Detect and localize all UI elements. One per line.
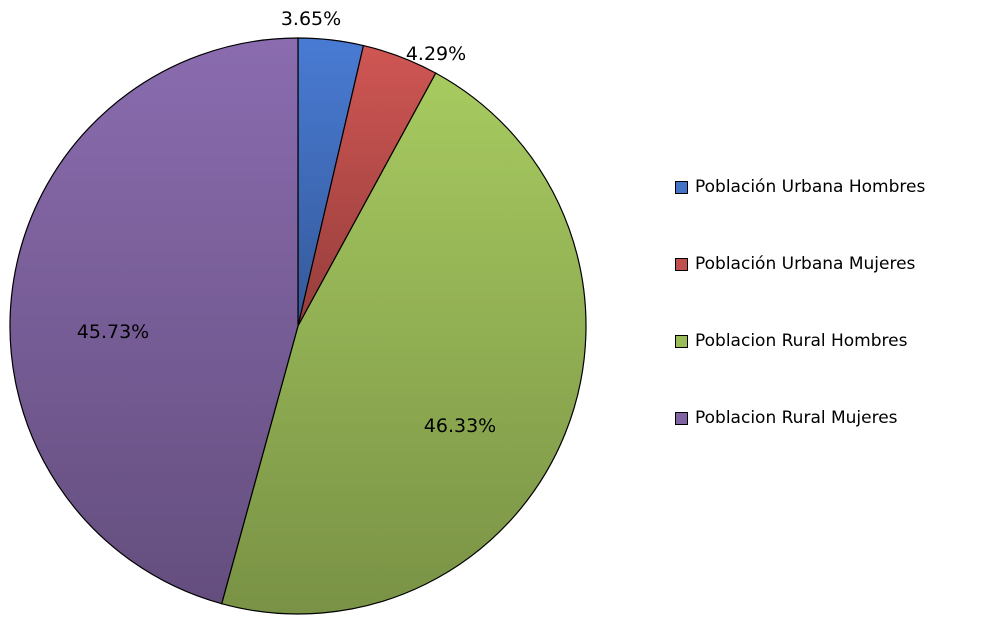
legend-label: Poblacion Rural Mujeres bbox=[695, 408, 898, 428]
data-label-3: 46.33% bbox=[424, 415, 496, 437]
legend-swatch bbox=[675, 334, 688, 348]
legend-item-urbana-mujeres: Población Urbana Mujeres bbox=[675, 252, 925, 276]
pie-slice-3 bbox=[220, 72, 587, 615]
legend-item-urbana-hombres: Población Urbana Hombres bbox=[675, 175, 925, 199]
legend-swatch bbox=[675, 180, 688, 194]
legend-swatch bbox=[675, 411, 688, 425]
legend-swatch bbox=[675, 257, 688, 271]
pie-slice-4 bbox=[9, 37, 299, 605]
legend-item-rural-mujeres: Poblacion Rural Mujeres bbox=[675, 406, 925, 430]
data-label-4: 45.73% bbox=[77, 321, 149, 343]
legend-label: Población Urbana Mujeres bbox=[695, 254, 916, 274]
data-label-2: 4.29% bbox=[406, 43, 466, 65]
legend-item-rural-hombres: Poblacion Rural Hombres bbox=[675, 329, 925, 353]
legend-label: Poblacion Rural Hombres bbox=[695, 331, 908, 351]
data-label-1: 3.65% bbox=[281, 8, 341, 30]
legend: Población Urbana Hombres Población Urban… bbox=[675, 175, 925, 483]
legend-label: Población Urbana Hombres bbox=[695, 177, 926, 197]
pie-slices bbox=[9, 37, 587, 615]
pie-chart: 3.65% 4.29% 46.33% 45.73% bbox=[9, 8, 587, 615]
pie-data-labels: 3.65% 4.29% 46.33% 45.73% bbox=[77, 8, 496, 437]
